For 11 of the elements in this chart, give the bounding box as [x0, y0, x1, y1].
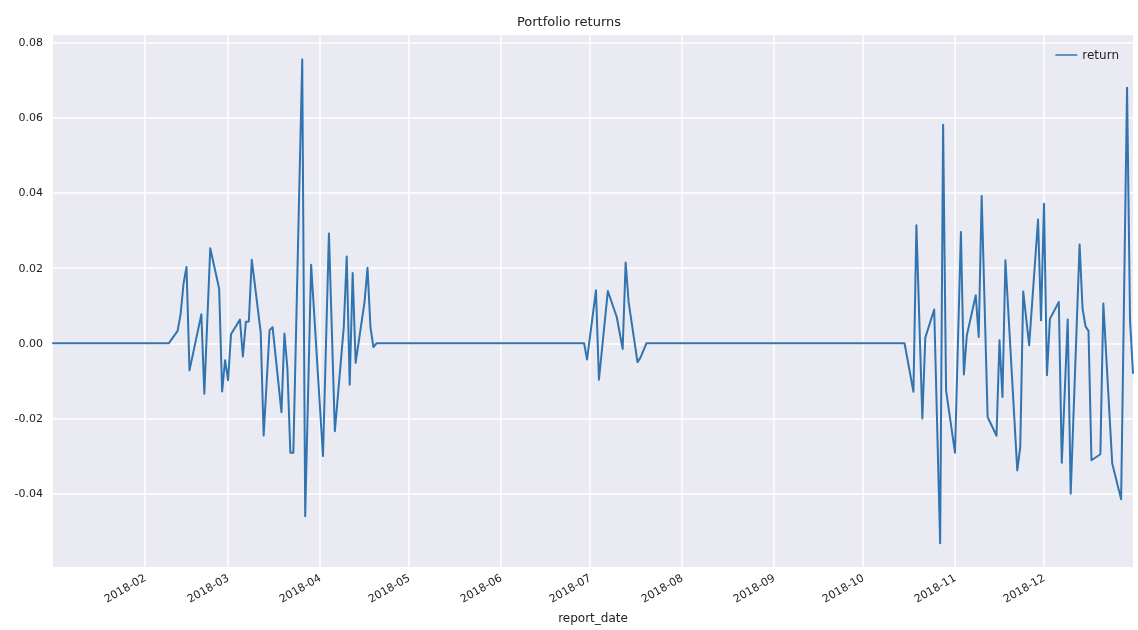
y-tick-label: 0.04 [18, 186, 43, 200]
y-tick-label: -0.04 [14, 487, 43, 501]
y-tick-label: 0.02 [18, 261, 43, 275]
y-tick-label: 0.06 [18, 111, 43, 125]
y-tick-label: -0.02 [14, 411, 43, 425]
line-series [52, 58, 1134, 545]
chart-title: Portfolio returns [516, 14, 622, 29]
y-tick-label: 0.00 [18, 336, 43, 350]
x-axis-title: report_date [558, 611, 628, 625]
legend-label: return [1082, 48, 1120, 62]
y-tick-label: 0.08 [18, 36, 43, 50]
